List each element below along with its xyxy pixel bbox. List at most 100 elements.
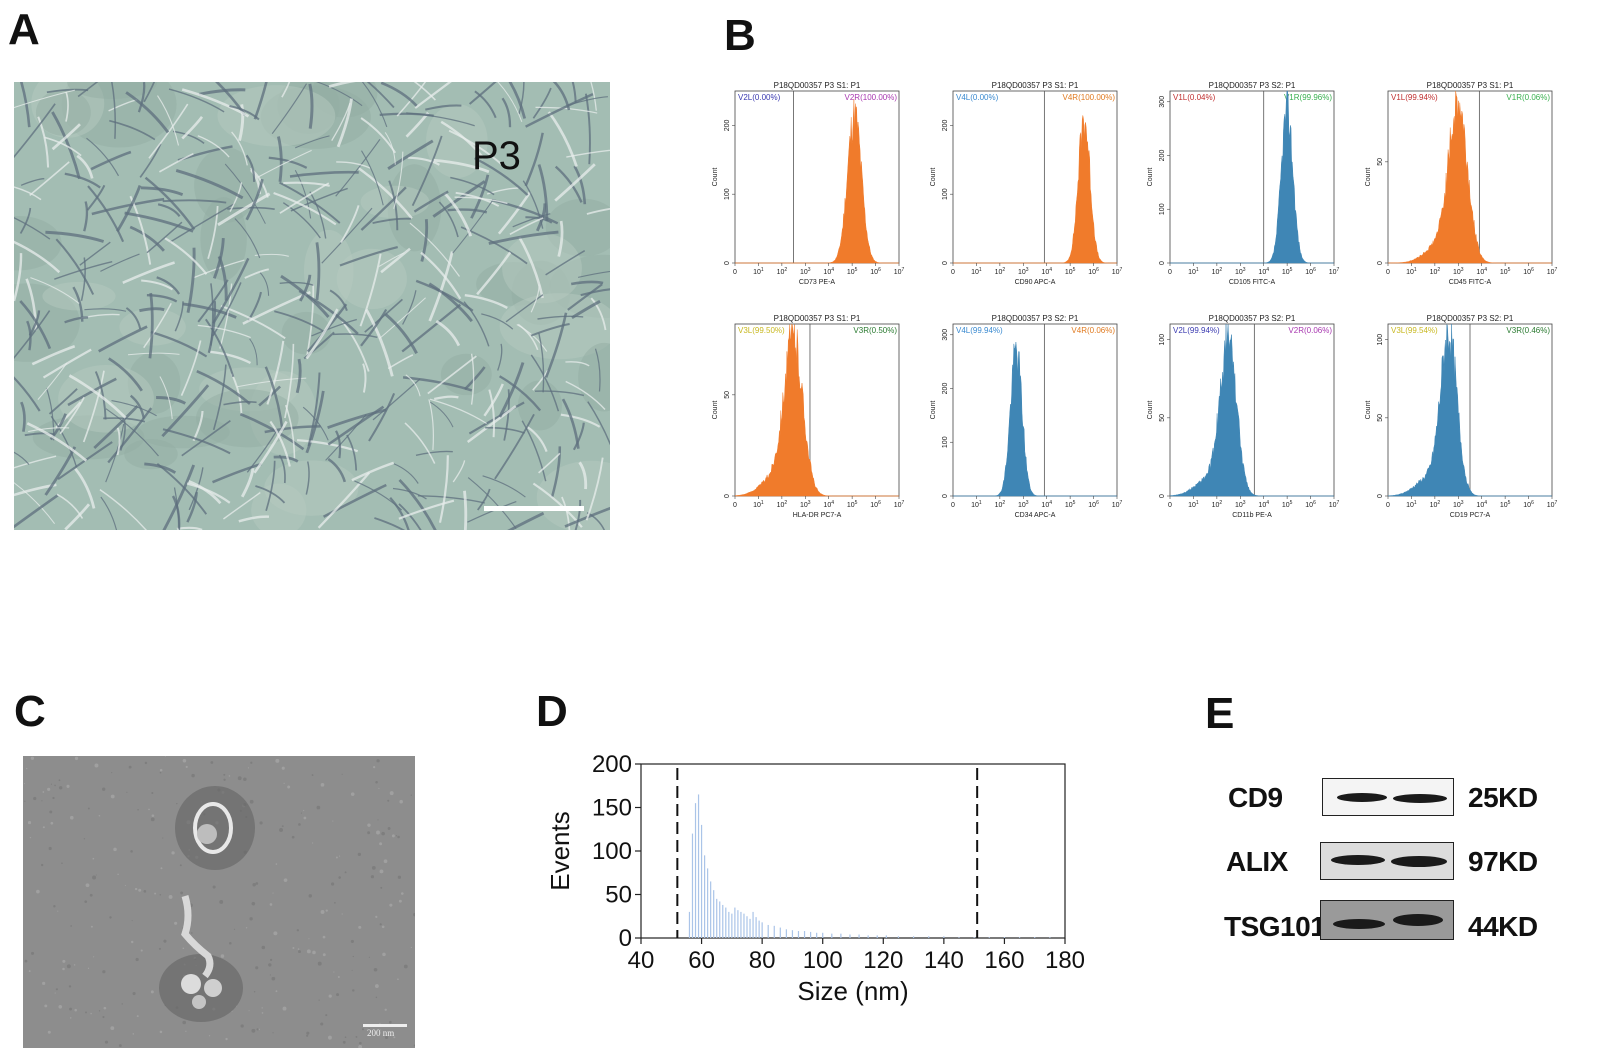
nta-ylabel: Events	[545, 811, 575, 891]
cell-mark	[488, 230, 559, 245]
cell-mark	[204, 318, 235, 378]
cell-mark	[212, 282, 242, 337]
flow-xtick-label: 104	[1258, 267, 1269, 276]
tem-scale-bar	[363, 1024, 407, 1027]
flow-title: P18QD00357 P3 S2: P1	[1427, 314, 1514, 323]
cell-mark	[259, 272, 270, 296]
cell-mark	[308, 83, 314, 129]
flow-title: P18QD00357 P3 S2: P1	[1209, 81, 1296, 90]
flow-xtick-label: 101	[753, 267, 764, 276]
flow-ytick-label: 50	[724, 391, 731, 399]
wb-size-label: 44KD	[1468, 911, 1538, 942]
cell-mark	[172, 130, 205, 145]
cell-mark	[494, 413, 535, 480]
cell-mark	[276, 136, 283, 182]
cell-mark	[467, 477, 517, 530]
flow-xtick-label: 102	[777, 267, 788, 276]
flow-xtick-label: 105	[1282, 500, 1293, 509]
nta-bar	[737, 910, 739, 938]
cell-mark	[55, 238, 95, 295]
flow-histogram: P18QD00357 P3 S2: P1 V2L(99.94%) V2R(0.06%…	[1147, 314, 1368, 525]
flow-histogram: P18QD00357 P3 S1: P1 V4L(0.00%) V4R(100.00…	[930, 81, 1151, 292]
cell-mark	[284, 404, 296, 460]
cell-mark	[425, 104, 462, 111]
flow-xtick-label: 101	[971, 500, 982, 509]
nta-bar	[791, 930, 794, 938]
cell-mark	[281, 82, 291, 98]
flow-histogram-svg: P18QD00357 P3 S1: P1 V1L(99.94%) V1R(0.06%…	[1365, 81, 1558, 286]
cell-mark	[159, 376, 173, 419]
cell-mark	[564, 506, 610, 528]
cell-mark	[420, 251, 462, 300]
cell-mark	[253, 82, 268, 120]
nta-bar	[988, 937, 990, 938]
exosome-aggregate	[181, 894, 214, 979]
flow-title: P18QD00357 P3 S2: P1	[992, 314, 1079, 323]
nta-bar	[973, 937, 975, 938]
cell-mark	[51, 123, 81, 151]
cell-mark	[497, 191, 532, 235]
cell-mark	[574, 499, 582, 530]
cell-mark	[429, 398, 487, 425]
cell-mark	[413, 82, 436, 101]
cell-mark	[305, 461, 310, 495]
cell-mark	[497, 82, 523, 122]
nta-bar	[722, 904, 724, 938]
wb-band	[1337, 793, 1387, 802]
cell-mark	[359, 253, 382, 327]
flow-xlabel: CD19 PC7-A	[1450, 512, 1491, 519]
flow-xtick-label: 102	[1430, 500, 1441, 509]
flow-xtick-label: 103	[1235, 500, 1246, 509]
cell-mark	[537, 315, 584, 320]
cell-mark	[269, 420, 291, 467]
flow-xtick-label: 106	[1088, 500, 1099, 509]
cell-mark	[162, 464, 196, 530]
flow-frame	[734, 323, 900, 497]
flow-xtick-label: 106	[1523, 500, 1534, 509]
nta-bar	[840, 933, 842, 938]
flow-title: P18QD00357 P3 S1: P1	[774, 314, 861, 323]
scale-bar	[484, 506, 584, 511]
wb-band	[1391, 856, 1447, 867]
cell-mark	[255, 485, 286, 504]
cell-mark	[125, 91, 170, 134]
flow-histogram-svg: P18QD00357 P3 S2: P1 V1L(0.04%) V1R(99.96%…	[1147, 81, 1340, 286]
nta-bar	[688, 911, 691, 938]
nta-bar	[716, 898, 718, 938]
flow-xtick-label: 0	[733, 502, 737, 509]
cell-mark	[193, 259, 245, 279]
cell-mark	[19, 300, 52, 350]
gate-left-label: V4L(0.00%)	[956, 93, 999, 102]
flow-ylabel: Count	[712, 168, 719, 187]
cell-mark	[14, 494, 59, 529]
cell-mark	[219, 283, 233, 349]
exosome-vesicle	[204, 979, 222, 997]
flow-xtick-label: 105	[1500, 500, 1511, 509]
gate-left-label: V1L(99.94%)	[1391, 93, 1438, 102]
cell-mark	[590, 82, 597, 111]
wb-band	[1393, 794, 1447, 803]
nta-ytick-label: 150	[592, 795, 632, 822]
cell-mark	[468, 82, 497, 105]
flow-xlabel: CD34 APC-A	[1015, 512, 1056, 519]
cell-mark	[105, 423, 125, 483]
cell-mark	[452, 460, 466, 483]
cell-mark	[438, 201, 459, 238]
cell-mark	[577, 270, 610, 278]
cell-mark	[42, 348, 92, 379]
cell-mark	[125, 307, 142, 330]
wb-size-label: 25KD	[1468, 782, 1538, 813]
flow-xtick-label: 103	[800, 267, 811, 276]
cell-mark	[244, 268, 269, 279]
flow-xtick-label: 105	[1065, 267, 1076, 276]
cell-mark	[544, 312, 568, 378]
cell-mark	[37, 362, 68, 400]
nta-bar	[779, 927, 781, 938]
nta-bar	[731, 913, 733, 938]
gate-right-label: V2R(100.00%)	[845, 93, 898, 102]
flow-xlabel: CD105 FITC-A	[1229, 279, 1276, 286]
cell-mark	[573, 165, 587, 205]
cell-mark	[572, 422, 585, 451]
flow-xtick-label: 0	[1168, 269, 1172, 276]
cell-mark	[14, 186, 42, 201]
